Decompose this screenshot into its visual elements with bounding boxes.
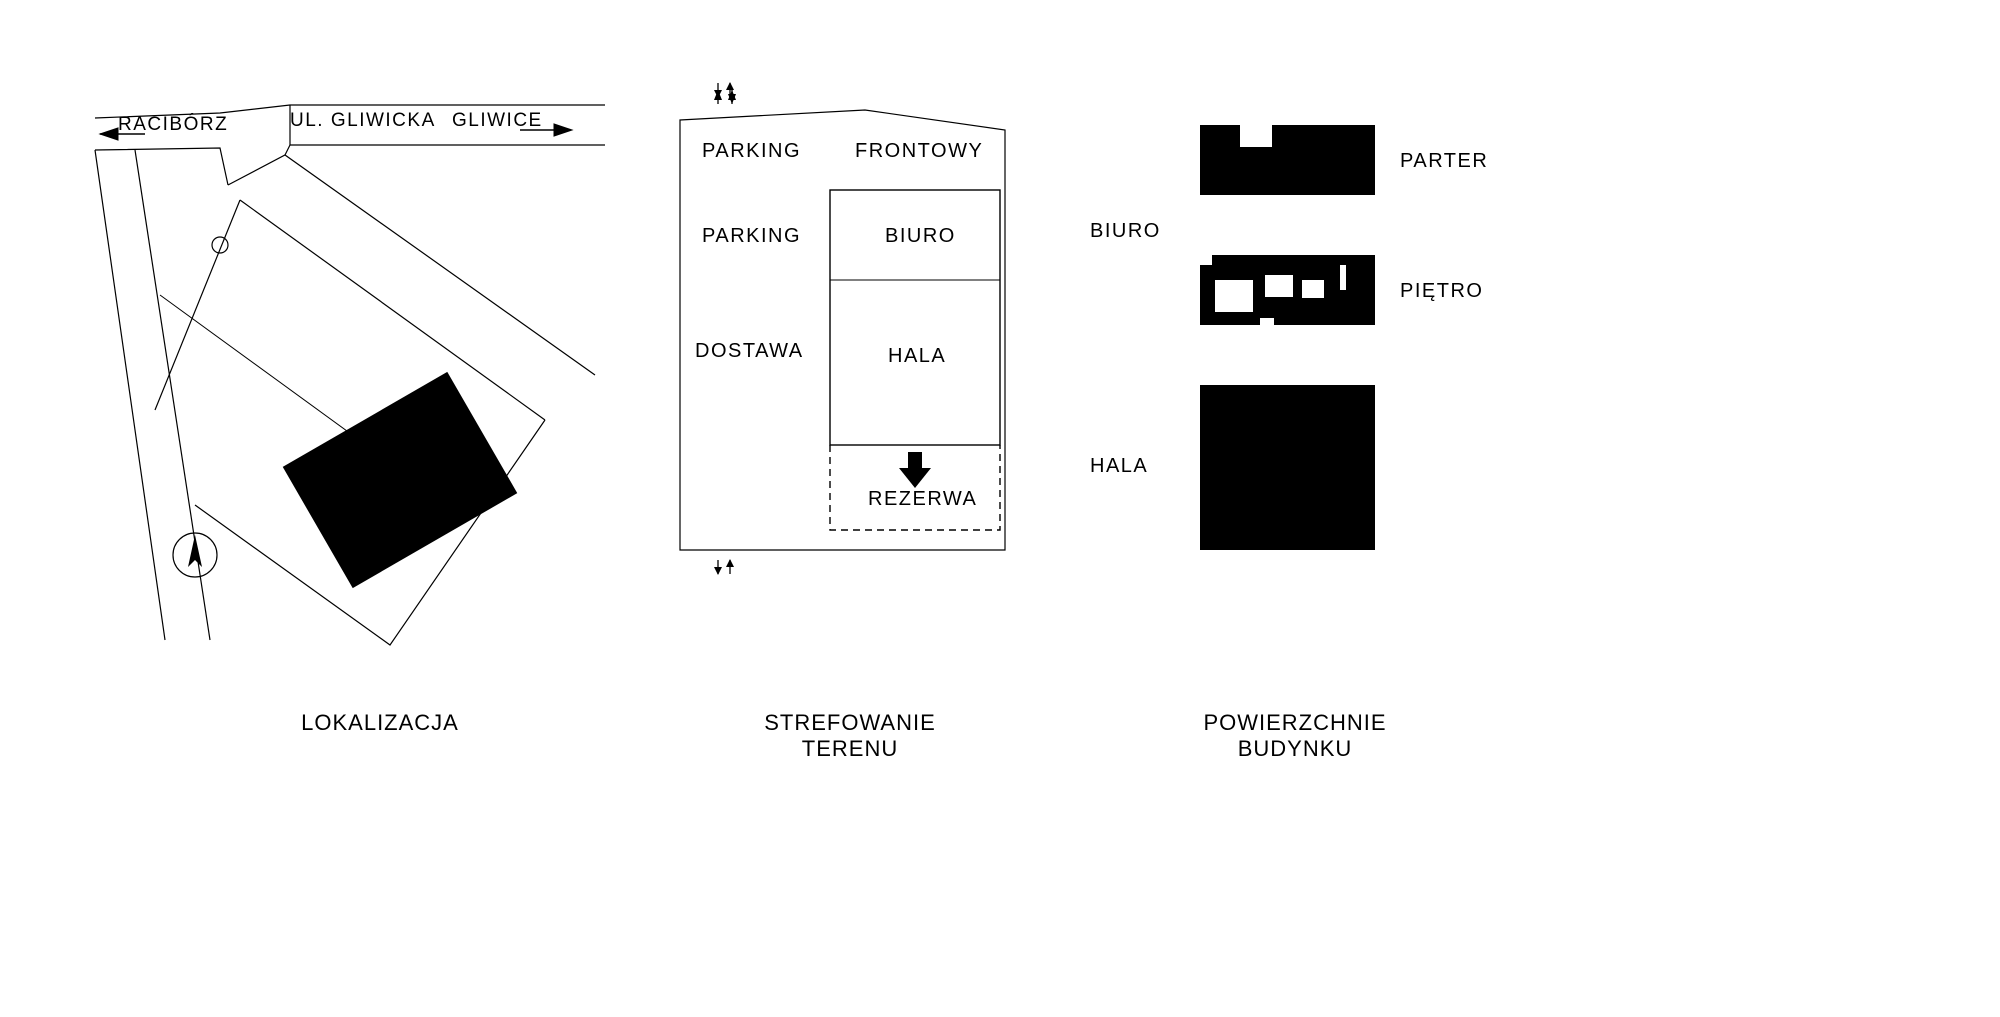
zoning-hall: HALA	[888, 345, 946, 368]
zoning-parking-top-l: PARKING	[702, 140, 801, 163]
panel-areas: BIURO HALA PARTER PIĘTRO	[1090, 105, 1490, 605]
zoning-reserve: REZERWA	[868, 488, 977, 511]
panel-location: RACIBÓRZ UL. GLIWICKA GLIWICE	[90, 90, 610, 650]
label-street: UL. GLIWICKA	[290, 110, 436, 132]
zoning-office: BIURO	[885, 225, 956, 248]
caption-location: LOKALIZACJA	[250, 710, 510, 736]
label-left-city: RACIBÓRZ	[118, 114, 228, 136]
caption-zoning: STREFOWANIE TERENU	[720, 710, 980, 762]
zoning-parking-mid: PARKING	[702, 225, 801, 248]
areas-left-office: BIURO	[1090, 220, 1161, 243]
caption-areas: POWIERZCHNIE BUDYNKU	[1165, 710, 1425, 762]
areas-left-hall: HALA	[1090, 455, 1148, 478]
zoning-delivery: DOSTAWA	[695, 340, 804, 363]
diagram-canvas: RACIBÓRZ UL. GLIWICKA GLIWICE LOKALIZACJ…	[0, 0, 2000, 1017]
panel-zoning: PARKING FRONTOWY PARKING DOSTAWA BIURO H…	[670, 80, 1030, 580]
areas-right-floor: PIĘTRO	[1400, 280, 1483, 303]
areas-svg	[1090, 105, 1490, 605]
location-map-svg	[90, 90, 610, 650]
zoning-parking-top-r: FRONTOWY	[855, 140, 983, 163]
areas-right-ground: PARTER	[1400, 150, 1488, 173]
label-right-city: GLIWICE	[452, 110, 543, 132]
